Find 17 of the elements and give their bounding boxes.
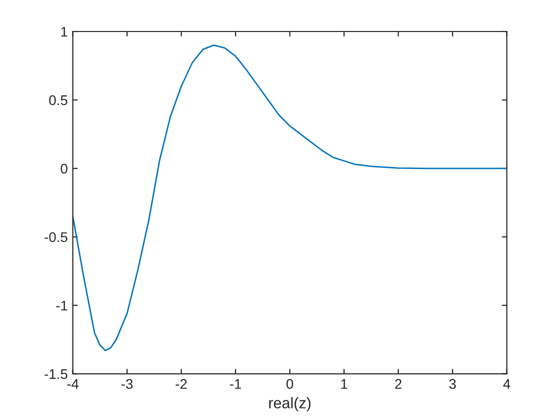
x-tick-label: 1 [341, 379, 348, 389]
y-tick-label: -0.5 [44, 232, 68, 242]
x-tick-label: 4 [503, 379, 510, 389]
x-axis-title: real(z) [269, 397, 310, 412]
y-tick-label: -1 [56, 300, 68, 310]
line-series [72, 44, 507, 352]
x-tick-label: -1 [230, 379, 242, 389]
x-tick-label: -3 [121, 379, 133, 389]
x-tick-label: 0 [286, 379, 294, 389]
x-tick-label: -4 [67, 379, 79, 389]
x-tick-label: 3 [449, 379, 456, 389]
y-tick-label: -1.5 [44, 369, 68, 379]
y-tick-label: 0 [60, 164, 68, 174]
y-tick-label: 0.5 [49, 95, 68, 106]
y-tick-label: 1 [61, 26, 68, 37]
x-tick-label: 2 [395, 379, 402, 389]
x-tick-label: -2 [176, 379, 187, 389]
